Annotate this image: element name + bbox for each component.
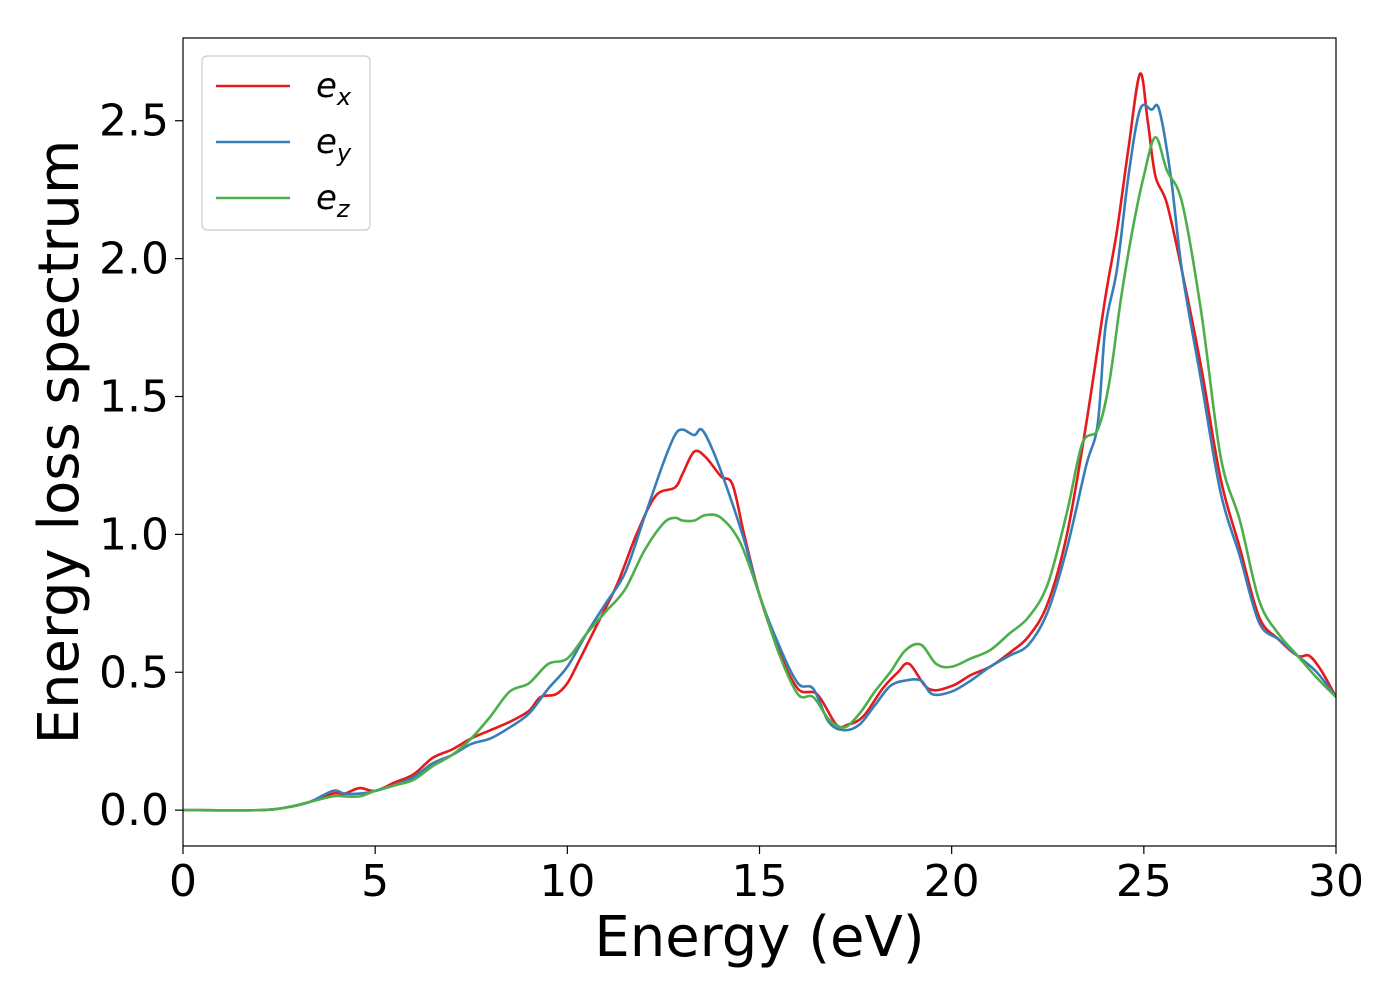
x-axis: 0 5 10 15 20 25 30 [169, 846, 1364, 907]
x-tick-label: 25 [1116, 856, 1172, 907]
x-axis-title: Energy (eV) [594, 905, 924, 970]
y-axis-title: Energy loss spectrum [27, 140, 92, 745]
x-tick-label: 30 [1308, 856, 1364, 907]
y-tick-label: 1.0 [99, 509, 169, 560]
x-tick-label: 5 [361, 856, 389, 907]
series-layer [183, 72, 1336, 812]
y-tick-label: 2.5 [99, 96, 169, 147]
y-axis: 0.0 0.5 1.0 1.5 2.0 2.5 [99, 96, 183, 836]
y-tick-label: 0.5 [99, 647, 169, 698]
y-tick-label: 2.0 [99, 234, 169, 285]
legend-label-y: ey [316, 122, 352, 167]
legend-label-x: ex [316, 66, 352, 111]
y-tick-label: 0.0 [99, 785, 169, 836]
y-tick-label: 1.5 [99, 371, 169, 422]
legend: ex ey ez [201, 55, 371, 231]
legend-label-z: ez [316, 178, 351, 223]
x-tick-label: 20 [924, 856, 980, 907]
series-line-z [183, 135, 1336, 812]
x-tick-label: 15 [732, 856, 788, 907]
x-tick-label: 10 [539, 856, 595, 907]
x-tick-label: 0 [169, 856, 197, 907]
